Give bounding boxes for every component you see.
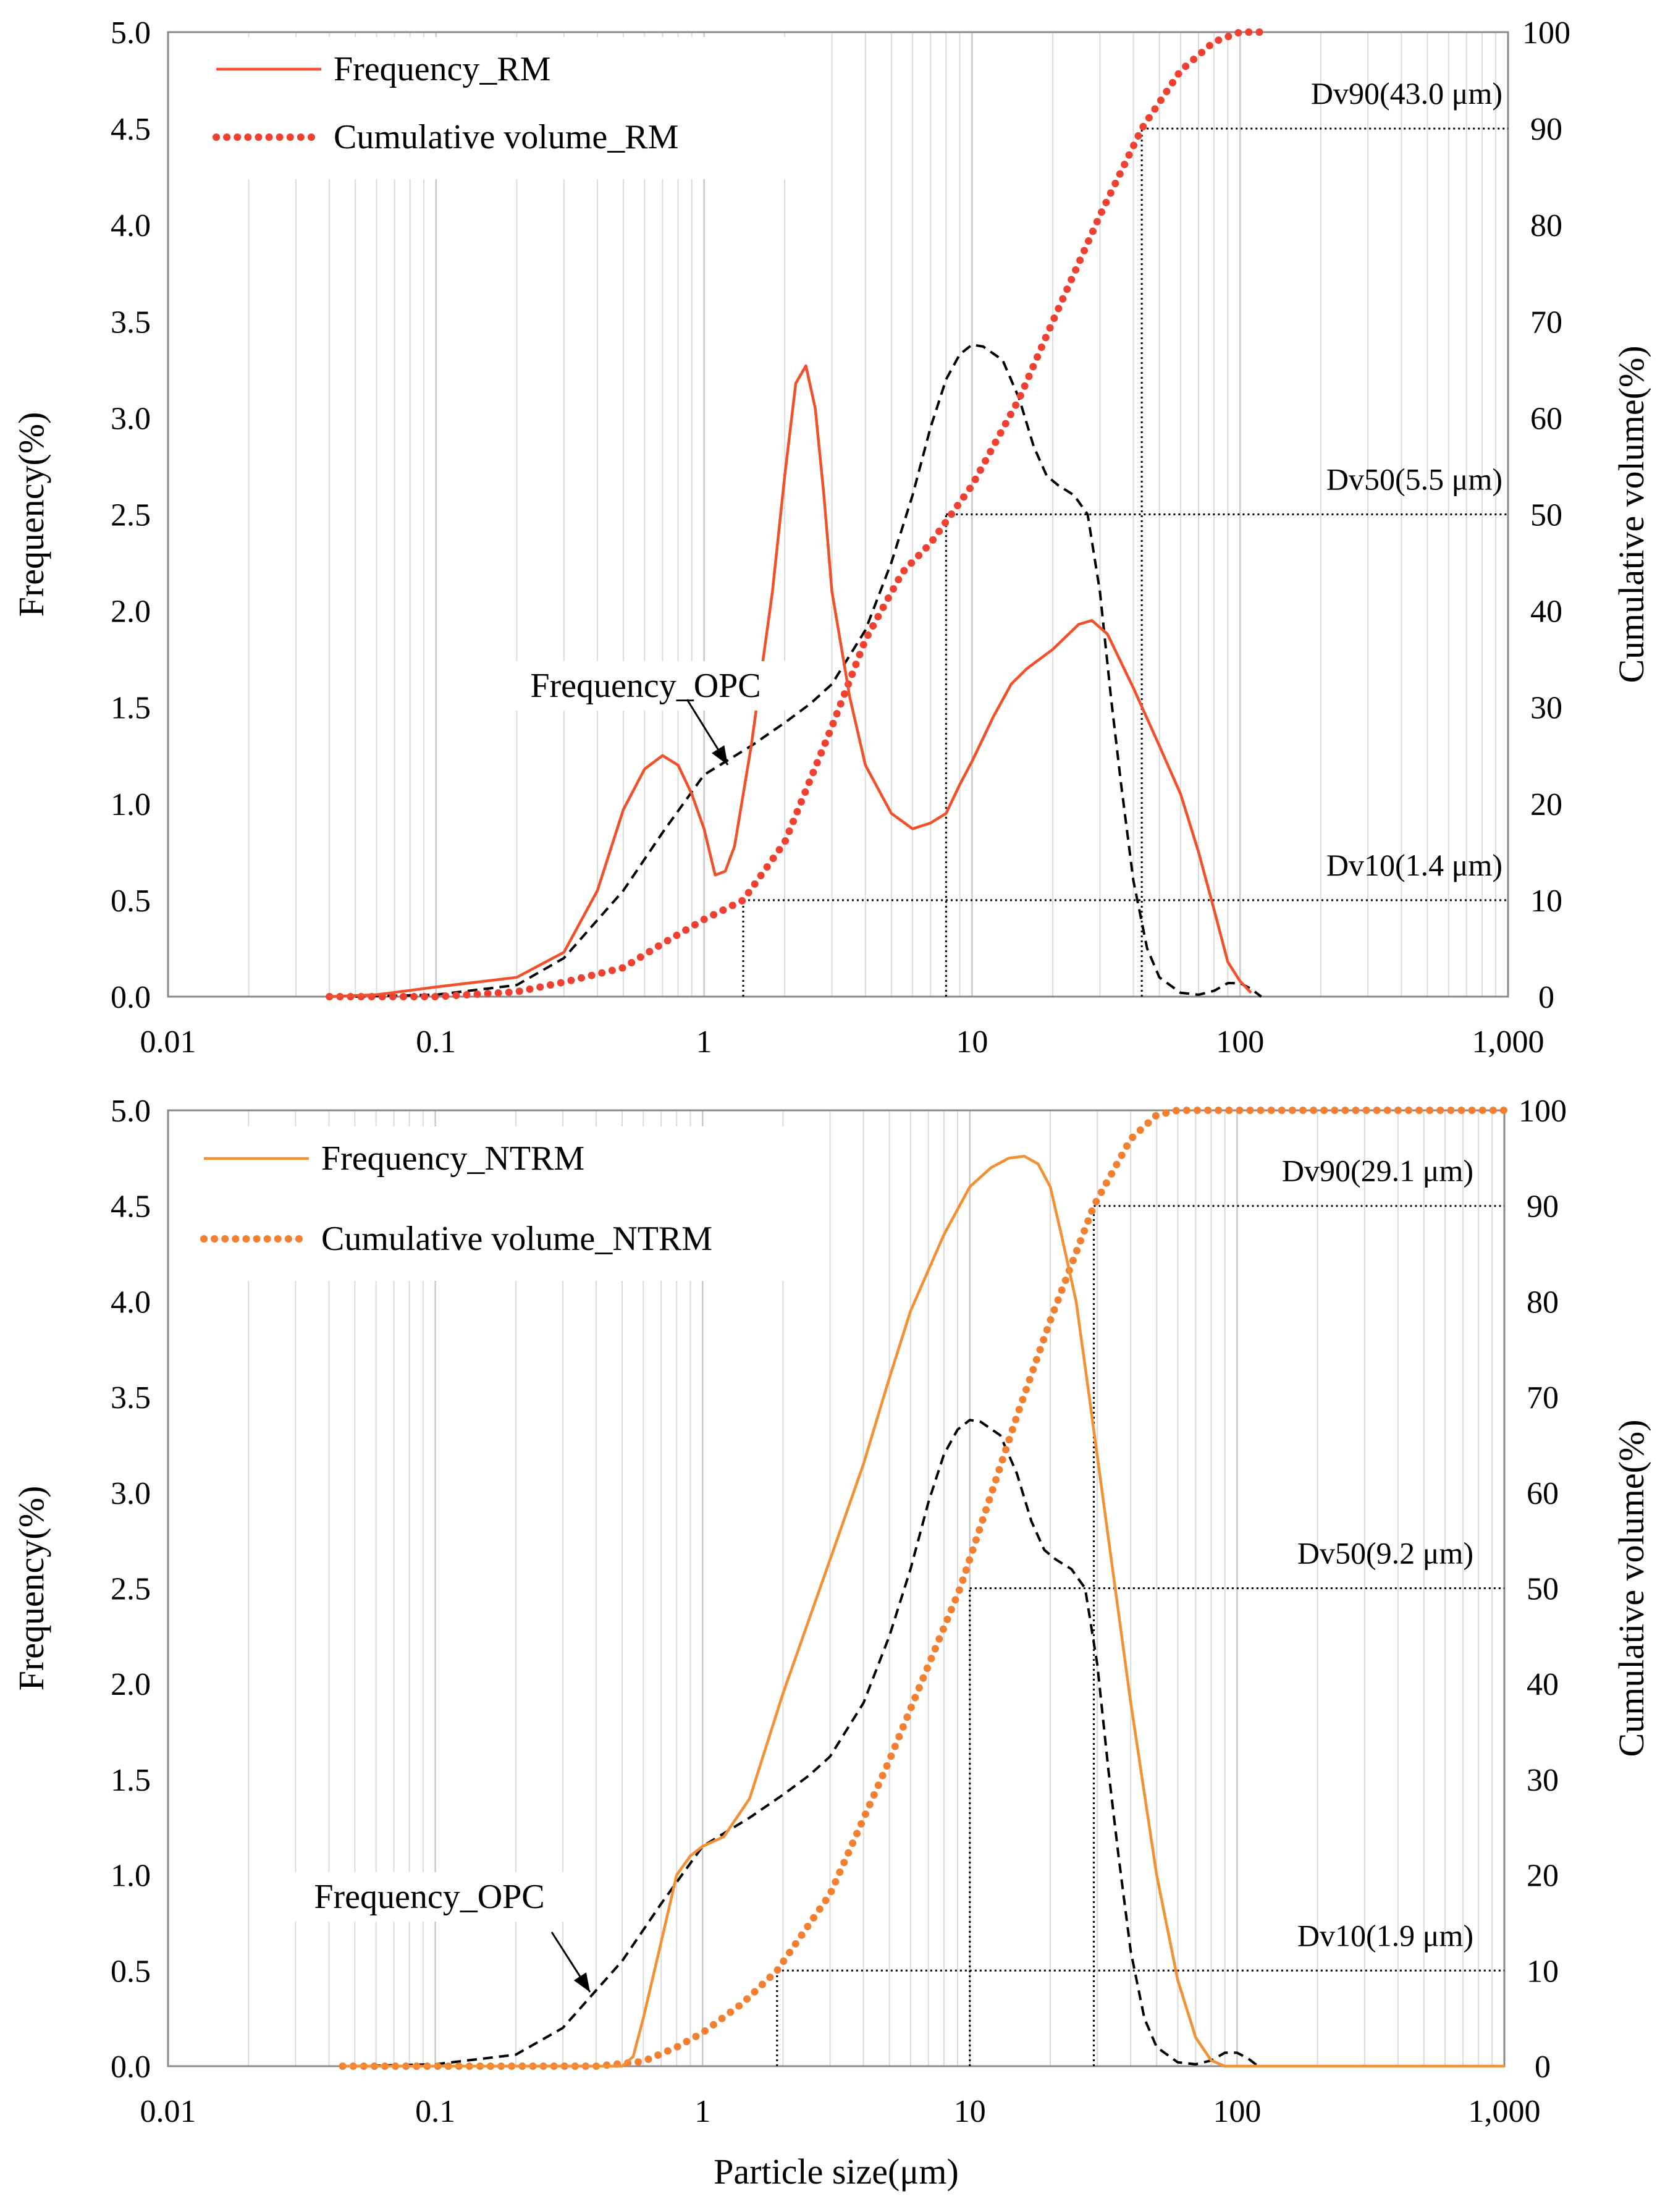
- y-tick-label-left: 4.0: [111, 208, 151, 243]
- y-tick-label-left: 2.0: [111, 594, 151, 630]
- y-tick-label-left: 2.5: [111, 498, 151, 533]
- y-tick-label-right: 50: [1530, 498, 1562, 533]
- x-tick-label: 1: [694, 2094, 710, 2129]
- y-axis-title-right: Cumulative volume(%): [1611, 345, 1651, 683]
- opc-callout-arrowhead: [711, 745, 728, 765]
- x-tick-label: 1,000: [1469, 2094, 1541, 2129]
- opc-callout-arrowhead: [573, 1972, 590, 1992]
- x-tick-label: 0.01: [140, 2094, 196, 2129]
- x-tick-label: 0.01: [140, 1024, 196, 1060]
- plot-frame: [167, 31, 1509, 998]
- y-tick-label-right: 50: [1527, 1572, 1559, 1607]
- series-line-frequency-opc: [355, 1419, 1259, 2067]
- y-tick-label-left: 0.5: [111, 1954, 151, 1989]
- legend-label: Frequency_RM: [334, 50, 551, 88]
- reference-lines: [742, 127, 1508, 997]
- x-tick-label: 1: [696, 1024, 712, 1060]
- dv-annotation-label: Dv90(43.0 μm): [1311, 76, 1502, 111]
- dv-annotation-label: Dv10(1.9 μm): [1297, 1918, 1473, 1952]
- y-tick-label-right: 30: [1530, 691, 1562, 726]
- chart-panel-ntrm: 0.01 0.1 1 10 100 1,0000.00.51.01.52.02.53.03…: [11, 1094, 1651, 2192]
- y-tick-label-right: 20: [1527, 1859, 1559, 1894]
- y-tick-label-right: 0: [1538, 980, 1554, 1015]
- y-tick-label-left: 5.0: [111, 1094, 151, 1129]
- y-tick-label-right: 100: [1519, 1094, 1567, 1129]
- y-tick-label-right: 90: [1530, 112, 1562, 147]
- y-tick-label-right: 20: [1530, 787, 1562, 822]
- opc-callout-label: Frequency_OPC: [314, 1878, 544, 1916]
- y-tick-label-right: 40: [1530, 594, 1562, 630]
- opc-callout-label: Frequency_OPC: [530, 667, 761, 705]
- y-axis-title-left: Frequency(%): [11, 1486, 51, 1691]
- y-axis-title-right: Cumulative volume(%): [1611, 1419, 1651, 1757]
- x-axis-title: Particle size(μm): [714, 2151, 959, 2192]
- opc-label-background: [500, 661, 791, 711]
- chart-panel-rm: 0.01 0.1 1 10 100 1,0000.00.51.01.52.02.53.03…: [11, 15, 1651, 1060]
- legend: Frequency_NTRM Cumulative volume_NTRM: [192, 1126, 785, 1281]
- reference-lines: [776, 1205, 1504, 2066]
- legend-background: [192, 1126, 785, 1281]
- legend-label: Frequency_NTRM: [321, 1139, 584, 1178]
- x-tick-label: 100: [1213, 2094, 1261, 2129]
- y-tick-label-left: 4.5: [111, 112, 151, 147]
- x-tick-label: 1,000: [1472, 1024, 1544, 1060]
- dv-annotation-label: Dv50(5.5 μm): [1326, 462, 1502, 497]
- y-tick-label-left: 1.0: [111, 787, 151, 822]
- x-tick-label: 10: [954, 2094, 986, 2129]
- x-tick-label: 100: [1216, 1024, 1264, 1060]
- x-tick-label: 0.1: [415, 2094, 455, 2129]
- y-tick-label-left: 4.0: [111, 1285, 151, 1320]
- dv-annotation-label: Dv50(9.2 μm): [1297, 1536, 1473, 1571]
- legend-label: Cumulative volume_NTRM: [321, 1220, 712, 1258]
- dv-annotation-label: Dv90(29.1 μm): [1282, 1154, 1473, 1188]
- y-tick-label-right: 60: [1530, 401, 1562, 436]
- x-tick-label: 10: [956, 1024, 988, 1060]
- y-tick-label-right: 90: [1527, 1189, 1559, 1225]
- y-tick-label-left: 1.0: [111, 1859, 151, 1894]
- series-line-cumulative-volume-rm: [326, 28, 1265, 1000]
- y-tick-label-right: 80: [1527, 1285, 1559, 1320]
- y-tick-label-left: 2.5: [111, 1572, 151, 1607]
- series-line-frequency-opc: [355, 343, 1262, 998]
- legend: Frequency_RM Cumulative volume_RM: [204, 37, 797, 179]
- y-tick-label-left: 4.5: [111, 1189, 151, 1225]
- y-tick-label-left: 0.0: [111, 980, 151, 1015]
- y-tick-label-right: 10: [1530, 884, 1562, 919]
- y-tick-label-right: 30: [1527, 1763, 1559, 1798]
- dv-annotation-label: Dv10(1.4 μm): [1326, 848, 1502, 882]
- grid: [167, 32, 1497, 997]
- legend-background: [204, 37, 797, 179]
- y-tick-label-right: 70: [1530, 305, 1562, 340]
- y-tick-label-left: 3.5: [111, 1380, 151, 1416]
- y-tick-label-right: 80: [1530, 208, 1562, 243]
- y-tick-label-right: 60: [1527, 1476, 1559, 1511]
- legend-label: Cumulative volume_RM: [334, 118, 678, 156]
- y-tick-label-left: 0.0: [111, 2049, 151, 2085]
- y-tick-label-left: 1.5: [111, 691, 151, 726]
- y-tick-label-right: 10: [1527, 1954, 1559, 1989]
- y-tick-label-right: 0: [1535, 2049, 1551, 2085]
- y-tick-label-left: 3.5: [111, 305, 151, 340]
- y-tick-label-left: 5.0: [111, 15, 151, 51]
- y-axis-title-left: Frequency(%): [11, 412, 51, 617]
- y-tick-label-right: 100: [1522, 15, 1570, 51]
- series-line-cumulative-volume-ntrm: [339, 1107, 1508, 2070]
- y-tick-label-left: 1.5: [111, 1763, 151, 1798]
- y-tick-label-left: 2.0: [111, 1667, 151, 1702]
- series-line-frequency-ntrm: [342, 1155, 1504, 2068]
- x-tick-label: 0.1: [416, 1024, 456, 1060]
- y-tick-label-left: 3.0: [111, 401, 151, 436]
- y-tick-label-left: 0.5: [111, 884, 151, 919]
- y-tick-label-left: 3.0: [111, 1476, 151, 1511]
- y-tick-label-right: 40: [1527, 1667, 1559, 1702]
- y-tick-label-right: 70: [1527, 1380, 1559, 1416]
- opc-label-background: [284, 1872, 575, 1922]
- series-line-frequency-rm: [329, 364, 1252, 998]
